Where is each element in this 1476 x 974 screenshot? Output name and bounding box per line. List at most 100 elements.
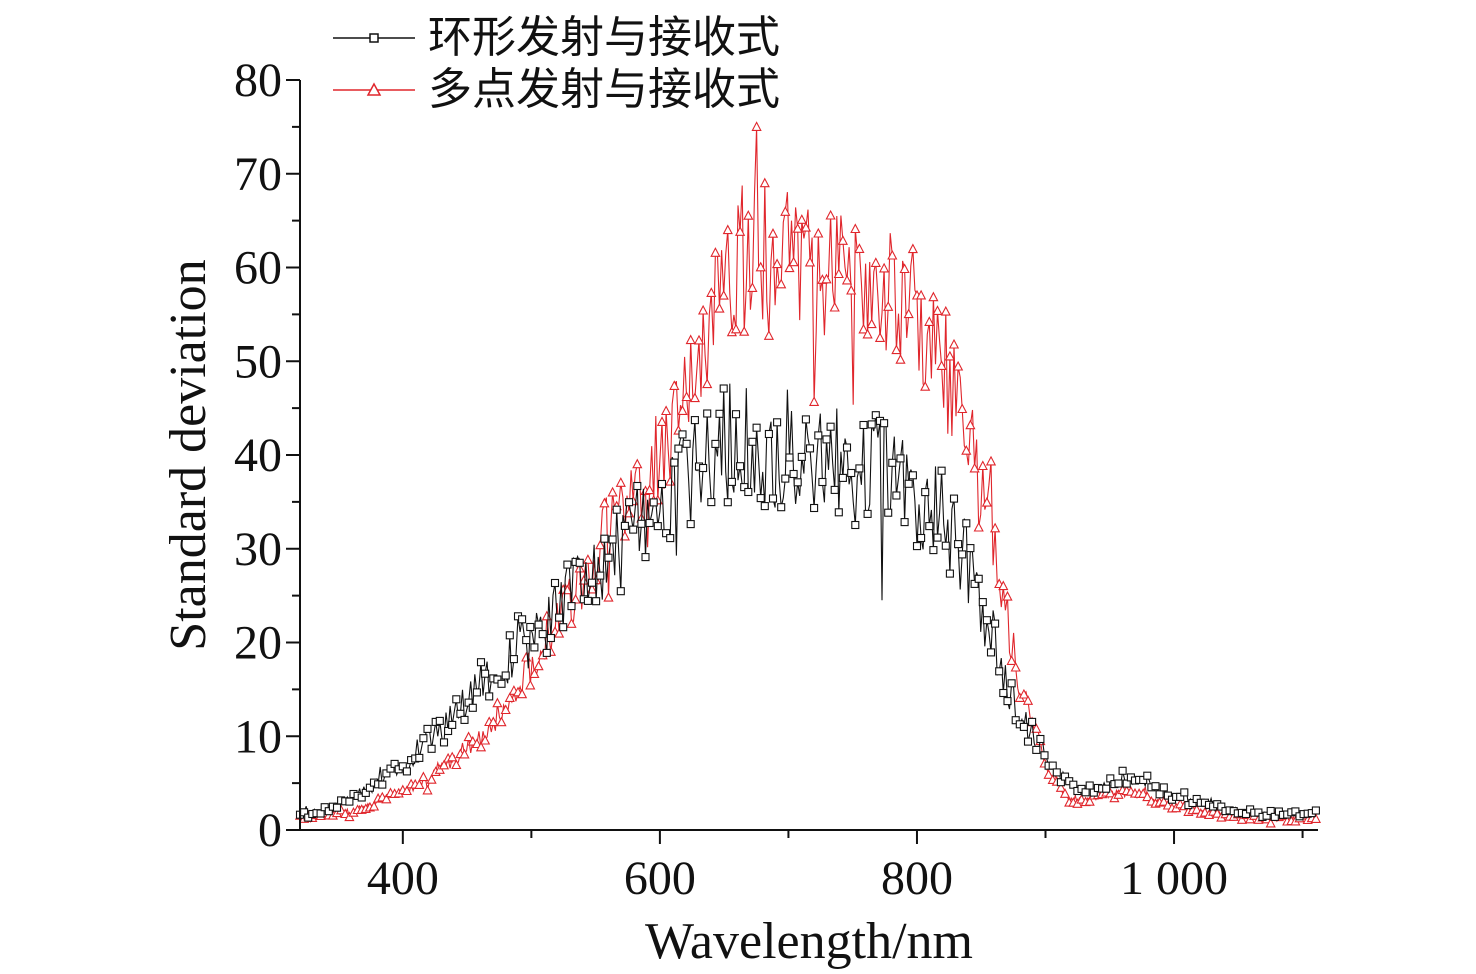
data-point: [719, 384, 728, 393]
data-point: [459, 748, 470, 759]
data-point: [995, 667, 1004, 676]
data-point: [1007, 679, 1016, 688]
data-point: [854, 243, 865, 253]
data-point: [924, 316, 935, 326]
data-point: [793, 478, 802, 487]
data-point: [867, 420, 876, 429]
data-point: [472, 688, 481, 697]
data-point: [896, 454, 905, 463]
legend-marker-series-1: [369, 33, 379, 43]
data-point: [1069, 780, 1078, 789]
data-point: [874, 332, 886, 342]
data-point: [533, 660, 544, 671]
data-point: [948, 338, 960, 349]
data-point: [722, 224, 733, 235]
data-point: [368, 800, 380, 811]
data-point: [1114, 779, 1123, 788]
data-point: [727, 477, 736, 486]
data-point: [1158, 796, 1169, 806]
series-1: [295, 383, 1320, 822]
data-point: [1040, 751, 1049, 760]
ticks-layer: 0 10 20 30 40 50 60 70 80 400 600 800 1 000: [234, 54, 1304, 905]
data-point: [884, 508, 893, 517]
data-point: [1212, 808, 1223, 818]
data-point: [789, 469, 798, 479]
legend-label-series-2: 多点发射与接收式: [428, 64, 780, 115]
data-point: [559, 623, 568, 632]
data-point: [629, 525, 638, 534]
data-point: [509, 655, 518, 664]
data-point: [903, 308, 914, 319]
data-point: [418, 771, 429, 782]
data-point: [780, 206, 791, 216]
data-point: [1262, 811, 1271, 820]
data-point: [821, 273, 832, 284]
data-point: [932, 305, 943, 315]
data-point: [965, 419, 976, 430]
data-point: [904, 479, 913, 488]
data-point: [438, 759, 450, 770]
data-point: [381, 793, 392, 804]
data-point: [582, 554, 594, 564]
data-point: [891, 344, 902, 355]
data-point: [837, 235, 849, 245]
series-layer: [294, 121, 1322, 828]
data-point: [645, 518, 654, 528]
data-point: [760, 502, 769, 511]
data-point: [693, 334, 705, 345]
data-point: [324, 807, 333, 816]
y-tick-label: 70: [234, 148, 282, 201]
data-point: [878, 262, 890, 273]
data-point: [805, 444, 815, 453]
legend-entry-series-1: 环形发射与接收式: [333, 12, 780, 63]
data-point: [871, 411, 880, 420]
data-point: [475, 741, 487, 752]
data-point: [525, 679, 536, 690]
data-point: [940, 305, 951, 316]
data-point: [398, 762, 407, 771]
data-point: [842, 443, 852, 452]
data-point: [496, 716, 507, 727]
data-point: [390, 759, 399, 768]
data-point: [1180, 788, 1189, 797]
data-point: [426, 774, 437, 784]
data-point: [493, 675, 502, 684]
data-point: [859, 420, 868, 430]
data-point: [583, 596, 592, 605]
data-point: [1060, 772, 1070, 781]
data-point: [814, 431, 823, 440]
data-point: [933, 533, 942, 542]
data-point: [662, 529, 671, 538]
data-point: [607, 486, 618, 497]
data-point: [730, 323, 742, 334]
data-point: [660, 405, 672, 416]
data-point: [883, 301, 894, 311]
data-point: [505, 631, 514, 640]
data-point: [616, 587, 625, 596]
data-point: [834, 508, 843, 517]
data-point: [734, 226, 746, 236]
data-point: [710, 247, 721, 257]
data-point: [740, 483, 749, 492]
data-point: [669, 380, 680, 390]
data-point: [1163, 791, 1172, 800]
data-point: [1266, 806, 1275, 816]
data-point: [825, 209, 836, 220]
data-point: [501, 671, 510, 680]
data-point: [1003, 697, 1012, 706]
data-point: [567, 602, 576, 611]
data-point: [1048, 761, 1057, 770]
data-point: [936, 360, 947, 370]
data-point: [833, 268, 844, 279]
data-point: [907, 243, 919, 254]
data-point: [615, 477, 626, 487]
data-point: [463, 731, 474, 742]
data-point: [361, 788, 370, 797]
data-point: [970, 579, 979, 588]
data-point: [357, 793, 366, 802]
data-point: [345, 797, 354, 806]
data-point: [866, 318, 877, 329]
data-point: [504, 692, 515, 702]
data-point: [649, 498, 658, 507]
data-point: [530, 643, 539, 652]
